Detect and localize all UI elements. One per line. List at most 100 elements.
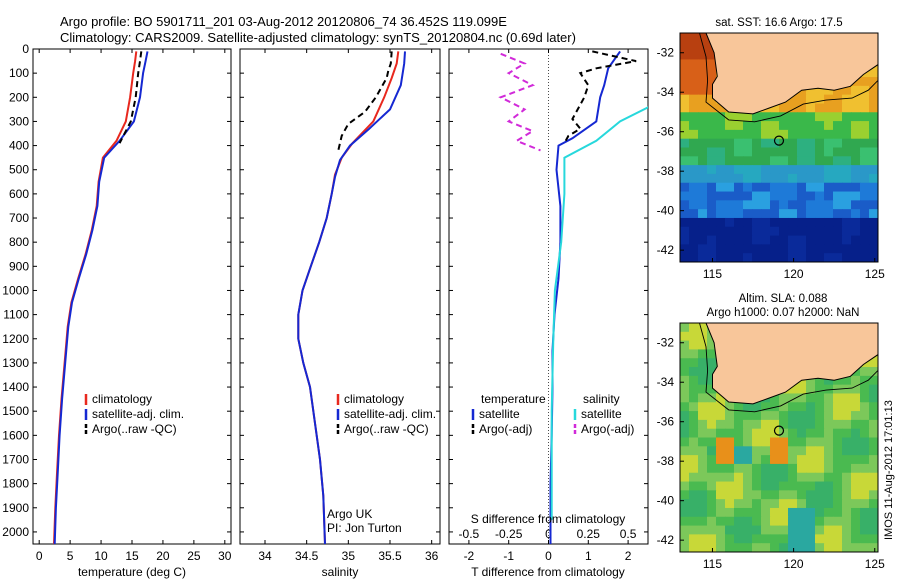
map-field-cell (842, 85, 852, 96)
map-field-cell (698, 165, 708, 175)
map-field-cell (779, 129, 789, 140)
map-field-cell (734, 191, 744, 201)
map-field-cell (725, 534, 735, 544)
map-field-cell (851, 147, 861, 157)
map-field-cell (851, 209, 861, 219)
map-field-cell (869, 94, 878, 105)
map-field-cell (851, 516, 861, 527)
map-field-cell (860, 402, 870, 412)
map-field-cell (824, 499, 834, 509)
map-field-cell (707, 165, 717, 175)
map-field-cell (743, 507, 753, 518)
map-field-cell (788, 112, 798, 122)
map-field-cell (761, 121, 771, 131)
map-field-cell (851, 173, 861, 184)
map-field-cell (734, 209, 744, 219)
sst-map-title: sat. SST: 16.6 Argo: 17.5 (715, 17, 842, 29)
map-field-cell (833, 129, 843, 140)
map-field-cell (761, 437, 771, 447)
map-field-cell (743, 191, 753, 201)
map-field-cell (680, 419, 690, 430)
map-field-cell (788, 384, 798, 395)
map-field-cell (734, 235, 744, 245)
map-field-cell (815, 253, 825, 262)
map-field-cell (824, 129, 834, 140)
map-field-cell (833, 112, 843, 122)
map-field-cell (680, 41, 690, 52)
map-lat-label: -40 (657, 204, 675, 218)
map-field-cell (788, 94, 798, 105)
map-field-cell (716, 463, 726, 474)
map-field-cell (761, 147, 771, 157)
map-field-cell (842, 103, 852, 113)
map-field-cell (833, 402, 843, 412)
map-field-cell (851, 182, 861, 193)
map-field-cell (851, 384, 861, 395)
map-field-cell (842, 253, 852, 262)
map-field-cell (689, 59, 699, 69)
map-field-cell (842, 516, 852, 527)
map-field-cell (716, 235, 726, 245)
map-field-cell (797, 103, 807, 113)
map-field-cell (725, 129, 735, 140)
map-field-cell (833, 437, 843, 447)
map-field-cell (815, 437, 825, 447)
map-field-cell (788, 507, 798, 518)
map-field-cell (680, 253, 690, 262)
map-field-cell (806, 499, 816, 509)
depth-tick-label: 1200 (2, 332, 29, 346)
temperature-panel: 0 5 10 15 20 25 300100200300400500600700800900… (2, 42, 232, 579)
map-field-cell (689, 200, 699, 210)
map-field-cell (842, 244, 852, 254)
map-field-cell (734, 543, 744, 552)
map-field-cell (797, 481, 807, 491)
depth-tick-label: 1500 (2, 404, 29, 418)
map-field-cell (860, 428, 870, 439)
map-field-cell (770, 244, 780, 254)
map-field-cell (779, 543, 789, 552)
map-field-cell (761, 543, 771, 552)
map-field-cell (752, 156, 762, 166)
map-field-cell (680, 235, 690, 245)
map-field-cell (860, 463, 870, 474)
temperature-xtick-label: 25 (187, 549, 201, 563)
map-field-cell (815, 112, 825, 122)
map-field-cell (788, 209, 798, 219)
map-field-cell (860, 191, 870, 201)
map-field-cell (752, 121, 762, 131)
map-field-cell (680, 209, 690, 219)
map-field-cell (698, 499, 708, 509)
map-field-cell (761, 138, 771, 149)
salinity-xtick-label: 35.5 (378, 549, 402, 563)
map-field-cell (689, 165, 699, 175)
map-field-cell (833, 375, 843, 386)
map-field-cell (743, 112, 753, 122)
map-field-cell (680, 103, 690, 113)
map-field-cell (842, 138, 852, 149)
map-field-cell (725, 235, 735, 245)
map-field-cell (842, 411, 852, 421)
map-field-cell (851, 437, 861, 447)
map-field-cell (851, 375, 861, 386)
map-field-cell (833, 165, 843, 175)
map-lat-label: -36 (657, 415, 675, 429)
map-field-cell (743, 428, 753, 439)
map-field-cell (743, 121, 753, 131)
map-field-cell (680, 428, 690, 439)
map-field-cell (788, 165, 798, 175)
map-field-cell (698, 393, 708, 403)
map-field-cell (689, 349, 699, 359)
map-field-cell (707, 68, 717, 78)
map-field-cell (842, 428, 852, 439)
map-field-cell (770, 507, 780, 518)
map-field-cell (842, 543, 852, 552)
map-field-cell (851, 463, 861, 474)
map-field-cell (797, 525, 807, 535)
map-field-cell (860, 200, 870, 210)
map-field-cell (752, 165, 762, 175)
map-field-cell (779, 173, 789, 184)
map-field-cell (707, 490, 717, 500)
map-field-cell (743, 499, 753, 509)
map-field-cell (806, 129, 816, 140)
map-field-cell (752, 419, 762, 430)
